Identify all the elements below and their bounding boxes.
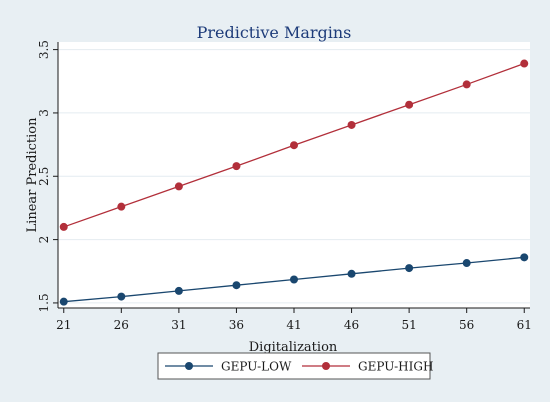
chart-title: Predictive Margins [197, 23, 352, 42]
legend-items: GEPU-LOW GEPU-HIGH [165, 360, 433, 374]
y-tick-label: 1.5 [37, 293, 51, 312]
y-axis-title: Linear Prediction [25, 117, 40, 233]
data-point-gepu-low [405, 264, 414, 273]
x-tick-label: 46 [344, 318, 359, 332]
x-tick-label: 41 [286, 318, 301, 332]
data-point-gepu-high [520, 59, 529, 68]
legend-label-gepu-low: GEPU-LOW [221, 360, 292, 374]
data-point-gepu-high [117, 202, 126, 211]
data-point-gepu-low [117, 292, 126, 301]
legend-marker-gepu-low [185, 362, 193, 370]
x-tick-label: 51 [401, 318, 416, 332]
data-point-gepu-low [174, 286, 183, 295]
data-point-gepu-high [290, 141, 298, 150]
data-point-gepu-low [347, 269, 356, 278]
legend-label-gepu-high: GEPU-HIGH [358, 360, 433, 374]
x-axis-title: Digitalization [249, 340, 338, 355]
data-point-gepu-high [405, 100, 414, 109]
x-tick-label: 26 [114, 318, 129, 332]
data-point-gepu-high [462, 80, 471, 89]
data-point-gepu-high [232, 162, 241, 171]
y-tick-label: 3.5 [37, 40, 51, 59]
x-tick-label: 61 [517, 318, 532, 332]
legend-marker-gepu-high [322, 362, 330, 370]
data-point-gepu-low [290, 275, 298, 284]
x-tick-label: 21 [56, 318, 71, 332]
data-point-gepu-high [59, 222, 68, 231]
grid-lines [58, 49, 530, 304]
y-tick-label: 2 [37, 236, 51, 244]
y-tick-label: 3 [37, 109, 51, 117]
plot-region [58, 42, 530, 308]
data-point-gepu-low [462, 259, 471, 268]
data-point-gepu-high [174, 182, 183, 191]
legend: GEPU-LOW GEPU-HIGH [157, 352, 433, 380]
x-tick-label: 56 [459, 318, 474, 332]
legend-item-gepu-low: GEPU-LOW [165, 360, 292, 374]
data-point-gepu-low [232, 281, 241, 290]
data-point-gepu-high [347, 120, 356, 129]
y-tick-label: 2.5 [37, 167, 51, 186]
axes: 1.5 2 2.5 3 3.5 21 26 31 36 41 46 51 56 61 [37, 40, 532, 332]
x-tick-label: 31 [171, 318, 186, 332]
legend-item-gepu-high: GEPU-HIGH [302, 360, 433, 374]
data-point-gepu-low [59, 297, 68, 306]
x-tick-label: 36 [229, 318, 244, 332]
data-point-gepu-low [520, 253, 529, 262]
series-layer [59, 59, 529, 306]
